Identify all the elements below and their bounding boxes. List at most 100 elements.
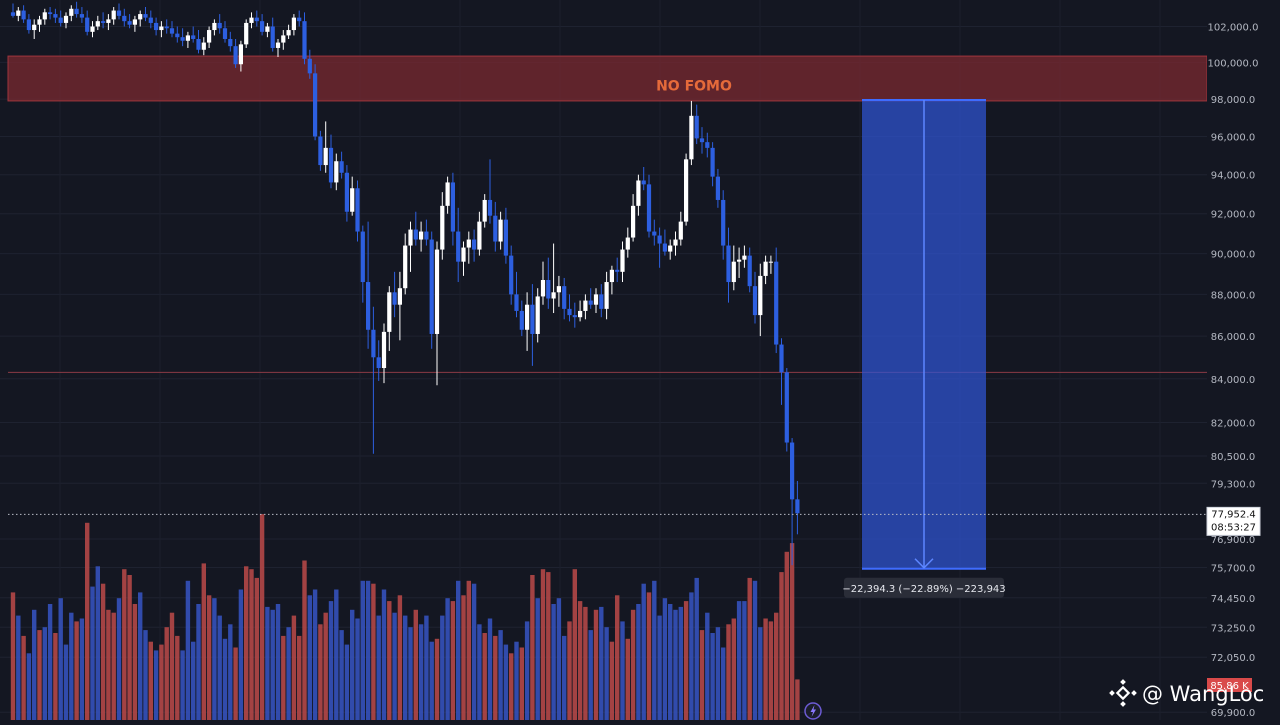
candle[interactable] xyxy=(254,10,259,27)
candle[interactable] xyxy=(371,306,376,454)
candle[interactable] xyxy=(318,130,323,171)
candle[interactable] xyxy=(434,241,440,386)
candle[interactable] xyxy=(673,231,678,256)
candle[interactable] xyxy=(668,239,673,260)
candle[interactable] xyxy=(620,241,625,283)
candle[interactable] xyxy=(737,247,742,278)
candle[interactable] xyxy=(450,172,455,246)
candle[interactable] xyxy=(572,302,577,328)
candle[interactable] xyxy=(323,121,328,173)
candle[interactable] xyxy=(16,7,21,22)
candle[interactable] xyxy=(678,211,683,246)
candle[interactable] xyxy=(514,271,519,318)
candle[interactable] xyxy=(244,19,249,48)
candle[interactable] xyxy=(228,31,233,52)
candlesticks[interactable] xyxy=(10,1,800,566)
candle[interactable] xyxy=(641,166,646,191)
candle[interactable] xyxy=(424,219,429,246)
candle[interactable] xyxy=(222,21,228,43)
candle[interactable] xyxy=(148,10,153,29)
candle[interactable] xyxy=(238,40,243,72)
candle[interactable] xyxy=(445,176,450,214)
candle[interactable] xyxy=(21,5,26,23)
candle[interactable] xyxy=(355,180,360,242)
candle[interactable] xyxy=(90,21,95,38)
candle[interactable] xyxy=(260,14,265,36)
candle[interactable] xyxy=(440,192,445,260)
candle[interactable] xyxy=(48,7,53,20)
candle[interactable] xyxy=(562,277,567,320)
candle[interactable] xyxy=(408,221,413,272)
candle[interactable] xyxy=(63,12,69,29)
candle[interactable] xyxy=(747,247,752,293)
candle[interactable] xyxy=(715,168,720,208)
candle[interactable] xyxy=(376,340,381,381)
price-axis[interactable]: 102,000.0 100,000.0 98,000.0 96,000.0 94,000… xyxy=(1206,0,1280,720)
candle[interactable] xyxy=(795,480,800,535)
candle[interactable] xyxy=(604,271,609,320)
candle[interactable] xyxy=(758,263,763,337)
candle[interactable] xyxy=(270,17,275,52)
candle[interactable] xyxy=(381,323,387,384)
candle[interactable] xyxy=(403,233,408,295)
candle[interactable] xyxy=(689,100,694,166)
candle[interactable] xyxy=(69,5,74,22)
candle[interactable] xyxy=(143,7,148,22)
candle[interactable] xyxy=(350,176,355,216)
candle[interactable] xyxy=(397,271,402,341)
candle[interactable] xyxy=(509,245,514,305)
candle[interactable] xyxy=(731,245,736,291)
candle[interactable] xyxy=(233,38,238,68)
candle[interactable] xyxy=(297,10,302,27)
candle[interactable] xyxy=(615,257,620,283)
candle[interactable] xyxy=(313,64,318,141)
candle[interactable] xyxy=(482,194,487,228)
candle[interactable] xyxy=(249,12,254,29)
candle[interactable] xyxy=(180,28,185,47)
candle[interactable] xyxy=(154,17,159,36)
candle[interactable] xyxy=(657,227,662,268)
candle[interactable] xyxy=(334,153,339,191)
candle[interactable] xyxy=(625,227,630,258)
candle[interactable] xyxy=(101,12,106,29)
candle[interactable] xyxy=(169,21,175,38)
candle[interactable] xyxy=(742,245,747,268)
candle[interactable] xyxy=(127,14,132,29)
candle[interactable] xyxy=(201,37,206,56)
candle[interactable] xyxy=(774,247,779,354)
candle[interactable] xyxy=(26,14,31,34)
candle[interactable] xyxy=(42,8,47,25)
candle[interactable] xyxy=(652,219,657,246)
candle[interactable] xyxy=(175,26,180,43)
measure-tool[interactable]: −22,394.3 (−22.89%) −223,943 xyxy=(842,99,1006,598)
candle[interactable] xyxy=(599,284,604,318)
candle[interactable] xyxy=(466,231,471,264)
no-fomo-zone[interactable] xyxy=(7,55,1208,102)
candle[interactable] xyxy=(694,104,699,145)
candle[interactable] xyxy=(286,24,291,39)
candle[interactable] xyxy=(106,14,111,31)
candle[interactable] xyxy=(366,221,371,349)
candle[interactable] xyxy=(578,300,583,322)
candle[interactable] xyxy=(540,261,546,305)
candle[interactable] xyxy=(790,438,795,566)
candle[interactable] xyxy=(392,271,397,318)
candle[interactable] xyxy=(721,190,726,260)
candle[interactable] xyxy=(419,221,424,252)
candle[interactable] xyxy=(212,19,217,36)
candle[interactable] xyxy=(159,21,164,38)
candle[interactable] xyxy=(631,194,636,242)
candle[interactable] xyxy=(74,1,79,18)
candle[interactable] xyxy=(588,288,593,309)
candle[interactable] xyxy=(10,3,16,18)
candle[interactable] xyxy=(525,292,530,351)
candle[interactable] xyxy=(551,243,556,314)
candle[interactable] xyxy=(191,26,196,43)
candle[interactable] xyxy=(116,3,122,20)
candle[interactable] xyxy=(413,211,418,246)
candle[interactable] xyxy=(662,229,667,256)
candle[interactable] xyxy=(281,30,286,50)
candle[interactable] xyxy=(387,286,392,351)
